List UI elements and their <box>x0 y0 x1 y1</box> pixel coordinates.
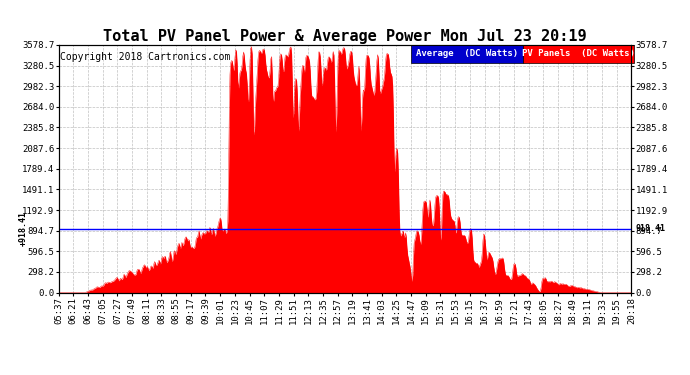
Text: +918.41: +918.41 <box>19 211 28 246</box>
FancyBboxPatch shape <box>411 45 522 63</box>
Text: PV Panels  (DC Watts): PV Panels (DC Watts) <box>522 50 635 58</box>
Text: Average  (DC Watts): Average (DC Watts) <box>415 50 518 58</box>
Text: Copyright 2018 Cartronics.com: Copyright 2018 Cartronics.com <box>60 53 230 62</box>
Title: Total PV Panel Power & Average Power Mon Jul 23 20:19: Total PV Panel Power & Average Power Mon… <box>104 29 586 44</box>
FancyBboxPatch shape <box>522 45 634 63</box>
Text: 918.41: 918.41 <box>635 225 666 234</box>
